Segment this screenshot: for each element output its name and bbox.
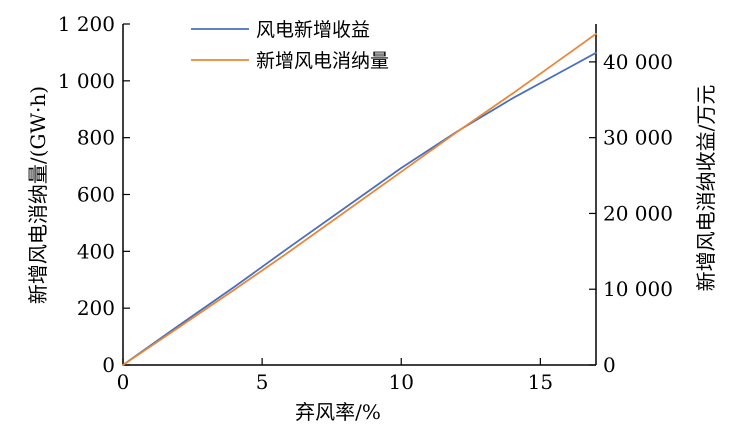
x-axis-label: 弃风率/% [295, 400, 381, 424]
y-left-tick-label: 0 [102, 353, 115, 377]
x-tick-label: 0 [117, 370, 130, 394]
y-axis-right-label: 新增风电消纳收益/万元 [694, 85, 718, 292]
series-line-revenue [122, 51, 597, 366]
legend-label-revenue: 风电新增收益 [256, 19, 370, 41]
y-right-tick-label: 40 000 [603, 50, 673, 74]
y-left-tick-label: 1 000 [58, 69, 115, 93]
y-left-tick-label: 1 200 [58, 12, 115, 36]
x-ticks: 0 5 10 15 [117, 358, 553, 394]
y-right-tick-label: 20 000 [603, 201, 673, 225]
series-layer [122, 33, 597, 366]
x-tick-label: 5 [256, 370, 269, 394]
y-left-tick-label: 400 [77, 239, 115, 263]
x-tick-label: 15 [528, 370, 553, 394]
legend: 风电新增收益 新增风电消纳量 [191, 19, 389, 72]
y-axis-left-label: 新增风电消纳量/(GW·h) [26, 86, 50, 304]
y-right-tick-label: 10 000 [603, 277, 673, 301]
series-line-consumption [122, 33, 597, 366]
y-left-ticks: 0 200 400 600 800 1 000 1 200 [58, 12, 130, 377]
y-left-tick-label: 600 [77, 183, 115, 207]
x-tick-label: 10 [389, 370, 414, 394]
y-right-tick-label: 30 000 [603, 126, 673, 150]
legend-label-consumption: 新增风电消纳量 [256, 50, 389, 72]
y-left-tick-label: 200 [77, 296, 115, 320]
y-right-tick-label: 0 [603, 353, 616, 377]
y-left-tick-label: 800 [77, 126, 115, 150]
y-right-ticks: 0 10 000 20 000 30 000 40 000 [589, 50, 673, 377]
